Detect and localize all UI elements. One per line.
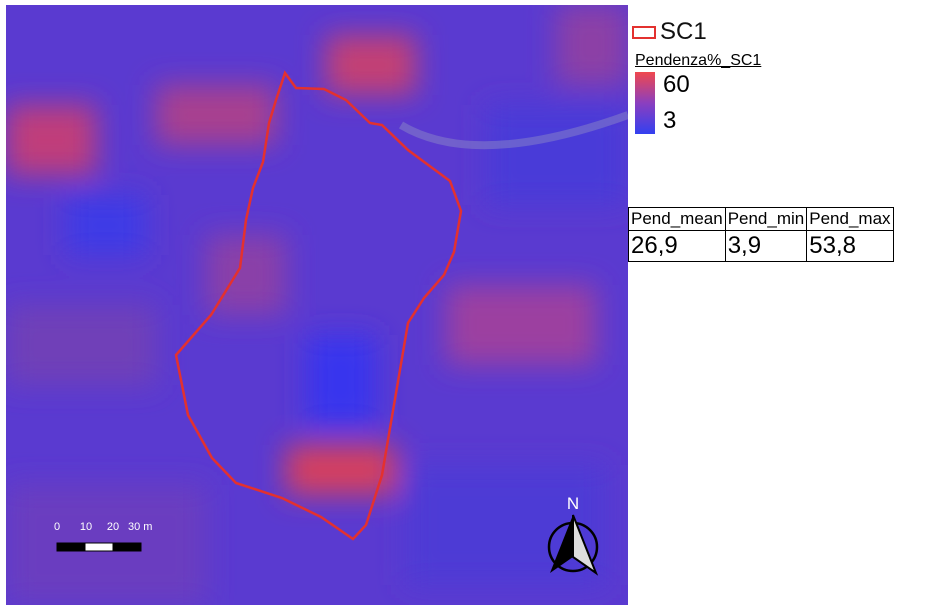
value-cell: 53,8 <box>807 231 893 262</box>
scale-label: 30 m <box>128 521 152 533</box>
scale-label: 0 <box>54 521 60 533</box>
value-cell: 3,9 <box>725 231 807 262</box>
north-label: N <box>567 494 579 513</box>
page: 0 10 20 30 m N SC1 Pendenza%_SC1 60 3 Pe… <box>0 0 942 605</box>
scale-label: 10 <box>80 521 92 533</box>
legend-title: Pendenza%_SC1 <box>635 52 761 70</box>
ramp-max: 60 <box>663 72 690 98</box>
header-cell: Pend_mean <box>629 208 726 231</box>
stats-table: Pend_mean Pend_min Pend_max 26,9 3,9 53,… <box>628 207 894 262</box>
legend-label: SC1 <box>660 18 707 46</box>
header-cell: Pend_min <box>725 208 807 231</box>
header-cell: Pend_max <box>807 208 893 231</box>
value-cell: 26,9 <box>629 231 726 262</box>
map: 0 10 20 30 m N <box>6 5 628 605</box>
scale-label: 20 <box>107 521 119 533</box>
legend-item: SC1 <box>632 18 761 46</box>
color-ramp: 60 3 <box>635 72 761 134</box>
ramp-min: 3 <box>663 108 690 134</box>
legend: SC1 Pendenza%_SC1 60 3 <box>632 18 761 134</box>
